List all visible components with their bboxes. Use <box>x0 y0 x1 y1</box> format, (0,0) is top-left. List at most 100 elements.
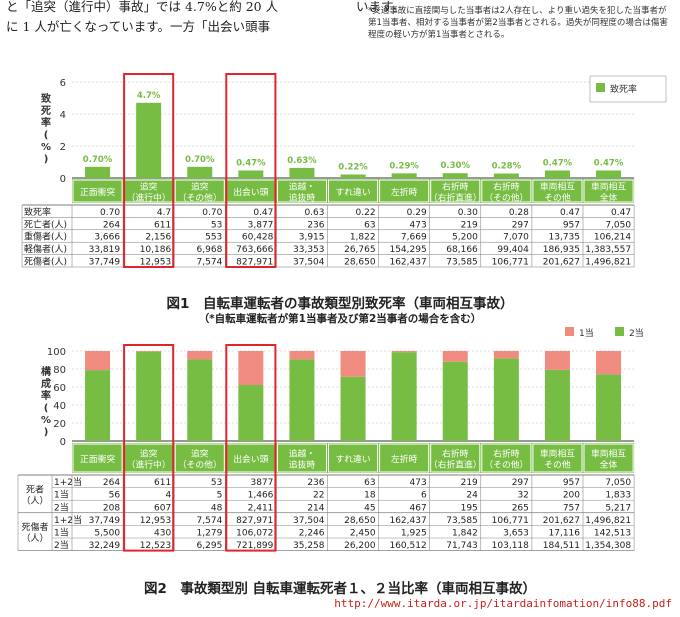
table-cell: 763,666 <box>236 245 273 255</box>
table-cell: 33,353 <box>293 245 325 255</box>
table-cell: 0.70 <box>100 208 120 218</box>
table-cell: 473 <box>410 478 427 488</box>
table-cell: 71,743 <box>446 541 478 551</box>
category-label-車両相互-全体: 全体 <box>600 459 618 471</box>
table-cell: 24 <box>466 491 478 501</box>
bar-追突-進行中 <box>136 102 162 178</box>
bar-2当-右折時-その他 <box>493 358 519 441</box>
y-axis-title-char: ) <box>44 154 49 165</box>
table-cell: 53 <box>211 478 222 488</box>
table-cell: 32,249 <box>89 541 121 551</box>
table-cell: 1,466 <box>248 491 274 501</box>
table-cell: 1,925 <box>401 529 427 539</box>
table-cell: 26,200 <box>344 541 376 551</box>
table-cell: 63 <box>364 220 375 230</box>
figure-1-subtitle: （*自転車運転者が第1当事者及び第2当事者の場合を含む） <box>198 313 482 325</box>
category-label-追突-進行中: 追突 <box>140 448 158 460</box>
table-cell: 33,819 <box>89 245 121 255</box>
table-cell: 0.47 <box>253 208 273 218</box>
table-cell: 35,258 <box>293 541 325 551</box>
table-cell: 721,899 <box>236 541 273 551</box>
table-cell: 45 <box>364 503 375 513</box>
table-cell: 106,214 <box>594 233 631 243</box>
category-label-車両相互-全体: 全体 <box>600 192 618 204</box>
table-cell: 607 <box>154 503 171 513</box>
table-cell: 106,771 <box>492 516 529 526</box>
data-label: 0.63% <box>287 156 317 166</box>
table-cell: 757 <box>563 503 580 513</box>
bar-追突-その他 <box>187 166 213 178</box>
category-label-出会い頭: 出会い頭 <box>233 186 268 198</box>
bar-1当-追突-その他 <box>187 351 213 360</box>
table-cell: 219 <box>461 478 478 488</box>
bar-右折時-右折直進 <box>442 173 468 178</box>
table-cell: 3,915 <box>299 233 325 243</box>
table-cell: 1,496,821 <box>585 258 631 268</box>
category-label-すれ違い: すれ違い <box>335 453 370 465</box>
bar-出会い頭 <box>238 170 264 178</box>
table-cell: 7,050 <box>605 478 631 488</box>
table-cell: 68,166 <box>446 245 478 255</box>
table-cell: 6,968 <box>197 245 223 255</box>
highlight-frame-出会い頭 <box>225 344 277 552</box>
table-cell: 201,627 <box>543 258 580 268</box>
table-cell: 37,749 <box>89 516 121 526</box>
table-cell: 201,627 <box>543 516 580 526</box>
bar-追越-追抜時 <box>289 167 315 178</box>
table-cell: 264 <box>103 478 120 488</box>
table-cell: 73,585 <box>446 516 478 526</box>
table-cell: 3877 <box>250 478 273 488</box>
data-label: 0.47% <box>594 158 624 168</box>
category-label-右折時-右折直進: （右折直進） <box>429 459 482 471</box>
table-cell: 2,156 <box>145 233 171 243</box>
bar-1当-追突-進行中 <box>136 351 162 352</box>
table-cell: 63 <box>364 478 375 488</box>
table-cell: 73,585 <box>446 258 478 268</box>
table-cell: 162,437 <box>389 258 426 268</box>
data-label: 0.47% <box>236 158 266 168</box>
table-cell: 200 <box>563 491 580 501</box>
table-cell: 2,411 <box>248 503 274 513</box>
category-label-追突-その他: 追突 <box>191 181 209 193</box>
table-cell: 12,953 <box>140 258 172 268</box>
data-label: 0.28% <box>492 162 522 172</box>
table-cell: 12,953 <box>140 516 172 526</box>
table-cell: 99,404 <box>497 245 529 255</box>
y-tick-label: 100 <box>47 347 66 358</box>
category-label-車両相互-その他: その他 <box>544 192 571 204</box>
table-row-label: 1+2当 <box>54 476 82 488</box>
y-tick-label: 20 <box>53 419 66 430</box>
data-label: 4.7% <box>137 91 161 101</box>
table-cell: 162,437 <box>389 516 426 526</box>
source-url[interactable]: http://www.itarda.or.jp/itardainfomation… <box>334 597 672 610</box>
table-cell: 5 <box>217 491 223 501</box>
category-label-右折時-右折直進: 右折時 <box>442 448 469 460</box>
data-label: 0.47% <box>543 158 573 168</box>
y-axis-title-char: 構 <box>41 365 51 378</box>
table-cell: 10,186 <box>140 245 172 255</box>
bar-2当-左折時 <box>391 352 417 441</box>
category-label-右折時-その他: 右折時 <box>493 181 520 193</box>
bar-右折時-その他 <box>493 173 519 178</box>
y-axis-title-char: ) <box>44 427 49 438</box>
y-axis-title-char: 成 <box>41 377 51 390</box>
bar-2当-すれ違い <box>340 376 366 441</box>
table-cell: 18 <box>364 491 376 501</box>
category-label-正面衝突: 正面衝突 <box>80 186 115 198</box>
table-row-label: 1+2当 <box>54 514 82 526</box>
table-cell: 1,822 <box>350 233 376 243</box>
table-cell: 17,116 <box>549 529 581 539</box>
data-label: 0.29% <box>389 161 419 171</box>
category-label-左折時: 左折時 <box>391 186 418 198</box>
bar-1当-追越-追抜時 <box>289 351 315 360</box>
y-tick-label: 40 <box>53 401 66 412</box>
table-cell: 553 <box>205 233 222 243</box>
table-cell: 0.28 <box>509 208 529 218</box>
category-label-追突-その他: （その他） <box>178 459 222 471</box>
bar-1当-正面衝突 <box>85 351 111 371</box>
table-cell: 957 <box>563 220 580 230</box>
table-cell: 236 <box>307 220 324 230</box>
category-label-車両相互-その他: 車両相互 <box>540 448 575 460</box>
table-row-label: 軽傷者(人) <box>24 243 67 255</box>
category-label-追越-追抜時: 追越・ <box>289 181 315 193</box>
